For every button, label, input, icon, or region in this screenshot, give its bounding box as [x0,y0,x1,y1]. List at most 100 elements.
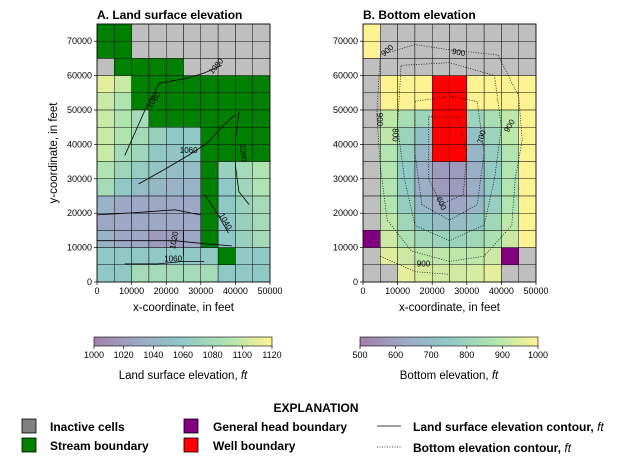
panel-b-cell-r10-c5 [449,195,467,214]
panel-a-cell-r3-c9 [252,75,271,93]
panel-a-cell-r10-c7 [217,195,236,214]
panel-a-cell-r4-c4 [165,92,184,111]
panel-b-cell-r1-c9 [518,41,537,59]
panel-b-cell-r0-c7 [483,23,502,42]
panel-b-ytick-label: 40000 [333,139,358,149]
panel-a-cell-r2-c8 [235,58,253,76]
panel-a-cell-r9-c9 [252,178,271,197]
panel-b-cell-r7-c3 [414,144,433,162]
panel-b-cell-r9-c0 [362,178,381,197]
panel-b-cell-r6-c4 [432,126,450,145]
panel-b-cell-r7-c7 [483,144,502,162]
panel-b-cell-r14-c0 [362,264,381,283]
panel-b-colorbar-ticks: 500 600 700 800 900 1000 [352,346,548,360]
legend: EXPLANATION Inactive cells Stream bounda… [21,401,604,455]
panel-a-cell-r5-c4 [165,109,184,128]
panel-b-cell-r11-c8 [501,212,519,231]
panel-a-ytick-label: 60000 [67,71,92,81]
panel-b-cell-r14-c2 [397,264,416,283]
panel-b-cell-r13-c6 [466,247,485,266]
panel-a-cell-r5-c6 [200,109,219,128]
panel-a-cell-r8-c2 [131,161,150,180]
panel-b-cells [362,23,537,283]
panel-a-cell-r10-c0 [96,195,115,214]
panel-a-cell-r14-c8 [235,264,253,283]
panel-b-contour-line [376,44,523,262]
legend-label-land-contour: Land surface elevation contour, ft [413,420,604,434]
panel-a-cell-r3-c6 [200,75,219,93]
panel-a-cell-r13-c2 [131,247,150,266]
panel-b-cell-r4-c1 [380,92,398,111]
panel-b-cell-r2-c3 [414,58,433,76]
panel-b-cell-r0-c2 [397,23,416,42]
panel-a-cell-r9-c6 [200,178,219,197]
panel-a-cell-r13-c0 [96,247,115,266]
panel-b-xtick-label: 20000 [420,286,445,296]
panel-a-cell-r7-c6 [200,144,219,162]
panel-b-cell-r12-c6 [466,230,485,248]
panel-a-colorbar-tick-label: 1040 [143,350,163,360]
panel-a-xtick-label: 30000 [188,286,213,296]
panel-a-cell-r10-c9 [252,195,271,214]
panel-b-cell-r8-c0 [362,161,381,180]
panel-a-contour-line [124,64,222,156]
panel-a-cell-r11-c5 [183,212,201,231]
panel-b-contour-label: 700 [476,129,488,145]
panel-a-cell-r7-c2 [131,144,150,162]
panel-a-cell-r4-c1 [114,92,132,111]
panel-b-cell-r4-c7 [483,92,502,111]
panel-a-cell-r12-c6 [200,230,219,248]
panel-b-contour-label: 900 [417,260,431,269]
legend-swatch-ghb [183,418,199,434]
panel-a-cell-r4-c8 [235,92,253,111]
panel-b-cell-r9-c6 [466,178,485,197]
panel-b-cell-r11-c0 [362,212,381,231]
panel-b-cell-r7-c1 [380,144,398,162]
panel-b-cell-r7-c6 [466,144,485,162]
panel-b-colorbar-tick-label: 700 [424,350,439,360]
panel-a-cell-r7-c0 [96,144,115,162]
panel-b-colorbar-tick-label: 800 [459,350,474,360]
panel-a-cell-r4-c6 [200,92,219,111]
panel-a-cell-r14-c5 [183,264,201,283]
panel-a-cell-r7-c7 [217,144,236,162]
panel-a-cell-r2-c3 [148,58,167,76]
panel-a-cell-r1-c8 [235,41,253,59]
panel-a-title: A. Land surface elevation [97,8,242,22]
panel-b-cell-r8-c4 [432,161,450,180]
panel-a-cell-r3-c4 [165,75,184,93]
panel-b-cell-r4-c6 [466,92,485,111]
panel-a-cell-r11-c9 [252,212,271,231]
panel-b-cell-r3-c0 [362,75,381,93]
panel-a-cell-r12-c2 [131,230,150,248]
panel-a-cell-r1-c5 [183,41,201,59]
panel-a-cell-r4-c5 [183,92,201,111]
panel-b-cell-r11-c1 [380,212,398,231]
panel-a-cell-r4-c7 [217,92,236,111]
panel-b-cell-r1-c6 [466,41,485,59]
panel-b-cell-r10-c1 [380,195,398,214]
panel-b-cell-r11-c7 [483,212,502,231]
panel-a-xtick-label: 20000 [154,286,179,296]
panel-a-cell-r9-c5 [183,178,201,197]
panel-a-cell-r5-c7 [217,109,236,128]
panel-a-colorbar-ticks: 1000 1020 1040 1060 1080 1100 1120 [84,346,282,360]
panel-a-cell-r14-c4 [165,264,184,283]
panel-b-contour-line [414,95,485,221]
panel-b-cell-r5-c3 [414,109,433,128]
panel-b-title: B. Bottom elevation [363,8,476,22]
panel-a-cell-r11-c8 [235,212,253,231]
panel-a-cell-r1-c7 [217,41,236,59]
panel-a-cell-r12-c1 [114,230,132,248]
panel-a-cell-r6-c2 [131,126,150,145]
panel-b-cell-r3-c9 [518,75,537,93]
panel-a-cell-r9-c3 [148,178,167,197]
panel-a-colorbar-label: Land surface elevation, ft [119,370,248,382]
panel-a-cell-r2-c4 [165,58,184,76]
panel-b-cell-r2-c6 [466,58,485,76]
panel-b-cell-r2-c2 [397,58,416,76]
panel-b-cell-r2-c1 [380,58,398,76]
panel-b-cell-r10-c6 [466,195,485,214]
